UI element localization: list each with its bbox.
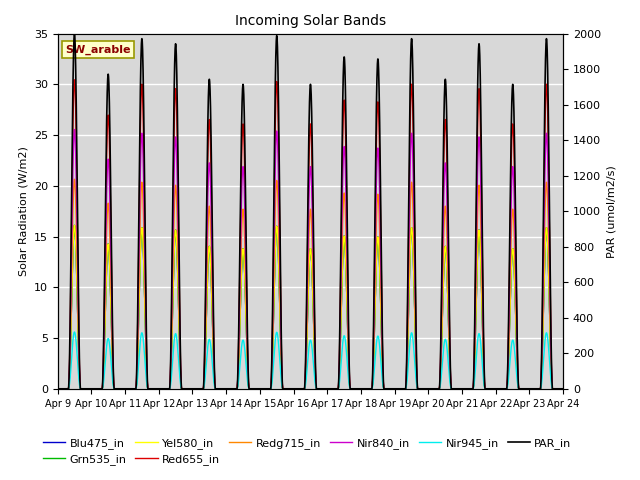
Legend: Blu475_in, Grn535_in, Yel580_in, Red655_in, Redg715_in, Nir840_in, Nir945_in, PA: Blu475_in, Grn535_in, Yel580_in, Red655_…: [38, 433, 576, 469]
Title: Incoming Solar Bands: Incoming Solar Bands: [235, 14, 386, 28]
Y-axis label: Solar Radiation (W/m2): Solar Radiation (W/m2): [18, 146, 28, 276]
Text: SW_arable: SW_arable: [65, 44, 131, 55]
Y-axis label: PAR (umol/m2/s): PAR (umol/m2/s): [607, 165, 616, 258]
